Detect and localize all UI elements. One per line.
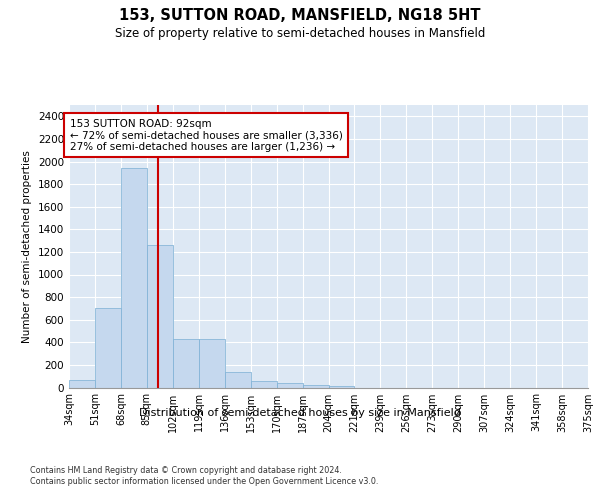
Text: Contains HM Land Registry data © Crown copyright and database right 2024.: Contains HM Land Registry data © Crown c… (30, 466, 342, 475)
Bar (173, 339, 199, 388)
Text: Distribution of semi-detached houses by size in Mansfield: Distribution of semi-detached houses by … (139, 408, 461, 418)
Y-axis label: Number of semi-detached properties: Number of semi-detached properties (22, 150, 32, 342)
Bar (121, 168, 147, 388)
Text: 153 SUTTON ROAD: 92sqm
← 72% of semi-detached houses are smaller (3,336)
27% of : 153 SUTTON ROAD: 92sqm ← 72% of semi-det… (70, 118, 343, 152)
Bar (147, 245, 173, 388)
Bar (225, 372, 251, 388)
Bar (199, 339, 224, 388)
Bar (69, 380, 95, 388)
Bar (95, 308, 121, 388)
Text: 153, SUTTON ROAD, MANSFIELD, NG18 5HT: 153, SUTTON ROAD, MANSFIELD, NG18 5HT (119, 8, 481, 22)
Bar (251, 380, 277, 388)
Text: Size of property relative to semi-detached houses in Mansfield: Size of property relative to semi-detach… (115, 26, 485, 40)
Text: Contains public sector information licensed under the Open Government Licence v3: Contains public sector information licen… (30, 478, 379, 486)
Bar (302, 384, 329, 388)
Bar (277, 383, 302, 388)
Bar (329, 386, 355, 388)
